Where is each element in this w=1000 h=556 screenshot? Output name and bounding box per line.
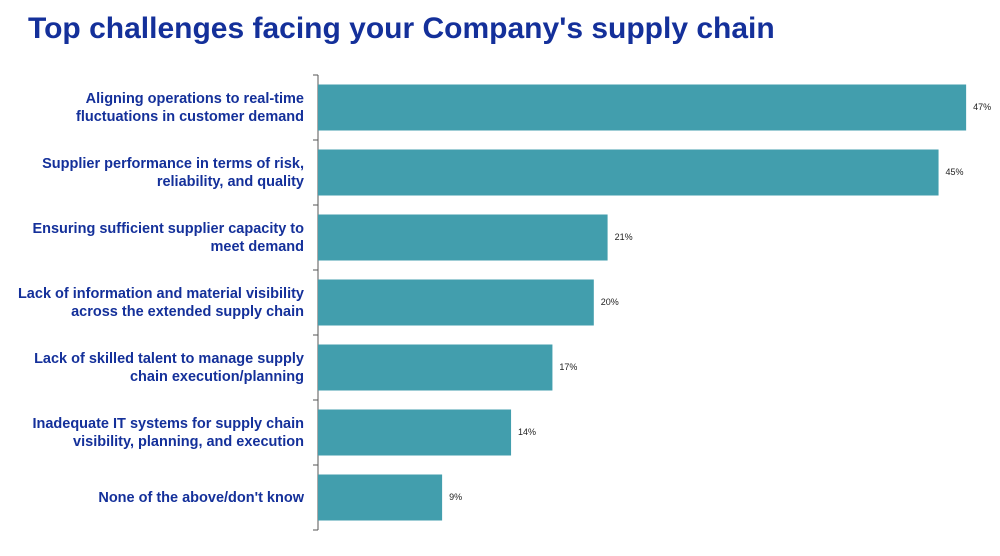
category-text: None of the above/don't know [98, 489, 304, 506]
category-label: Aligning operations to real-time fluctua… [8, 75, 304, 140]
bar [318, 214, 608, 261]
category-label: Ensuring sufficient supplier capacity to… [8, 205, 304, 270]
category-label: Inadequate IT systems for supply chain v… [8, 400, 304, 465]
category-text: Supplier performance in terms of risk, r… [42, 155, 304, 190]
value-label: 20% [601, 297, 619, 307]
bar [318, 84, 967, 131]
category-text: Lack of skilled talent to manage supply … [34, 350, 304, 385]
bar [318, 149, 939, 196]
value-label: 21% [615, 232, 633, 242]
category-label: Lack of skilled talent to manage supply … [8, 335, 304, 400]
category-text: Lack of information and material visibil… [17, 285, 304, 320]
category-text: Inadequate IT systems for supply chain v… [32, 415, 304, 450]
value-label: 45% [946, 167, 964, 177]
bar [318, 344, 553, 391]
value-label: 9% [449, 492, 462, 502]
category-label: Supplier performance in terms of risk, r… [8, 140, 304, 205]
bar [318, 409, 512, 456]
value-label: 47% [973, 102, 991, 112]
bar [318, 474, 443, 521]
category-text: Aligning operations to real-time fluctua… [76, 90, 304, 125]
category-text: Ensuring sufficient supplier capacity to… [32, 220, 304, 255]
bar [318, 279, 594, 326]
value-label: 17% [559, 362, 577, 372]
category-label: Lack of information and material visibil… [8, 270, 304, 335]
chart-title: Top challenges facing your Company's sup… [28, 12, 775, 45]
value-label: 14% [518, 427, 536, 437]
category-label: None of the above/don't know [8, 465, 304, 530]
